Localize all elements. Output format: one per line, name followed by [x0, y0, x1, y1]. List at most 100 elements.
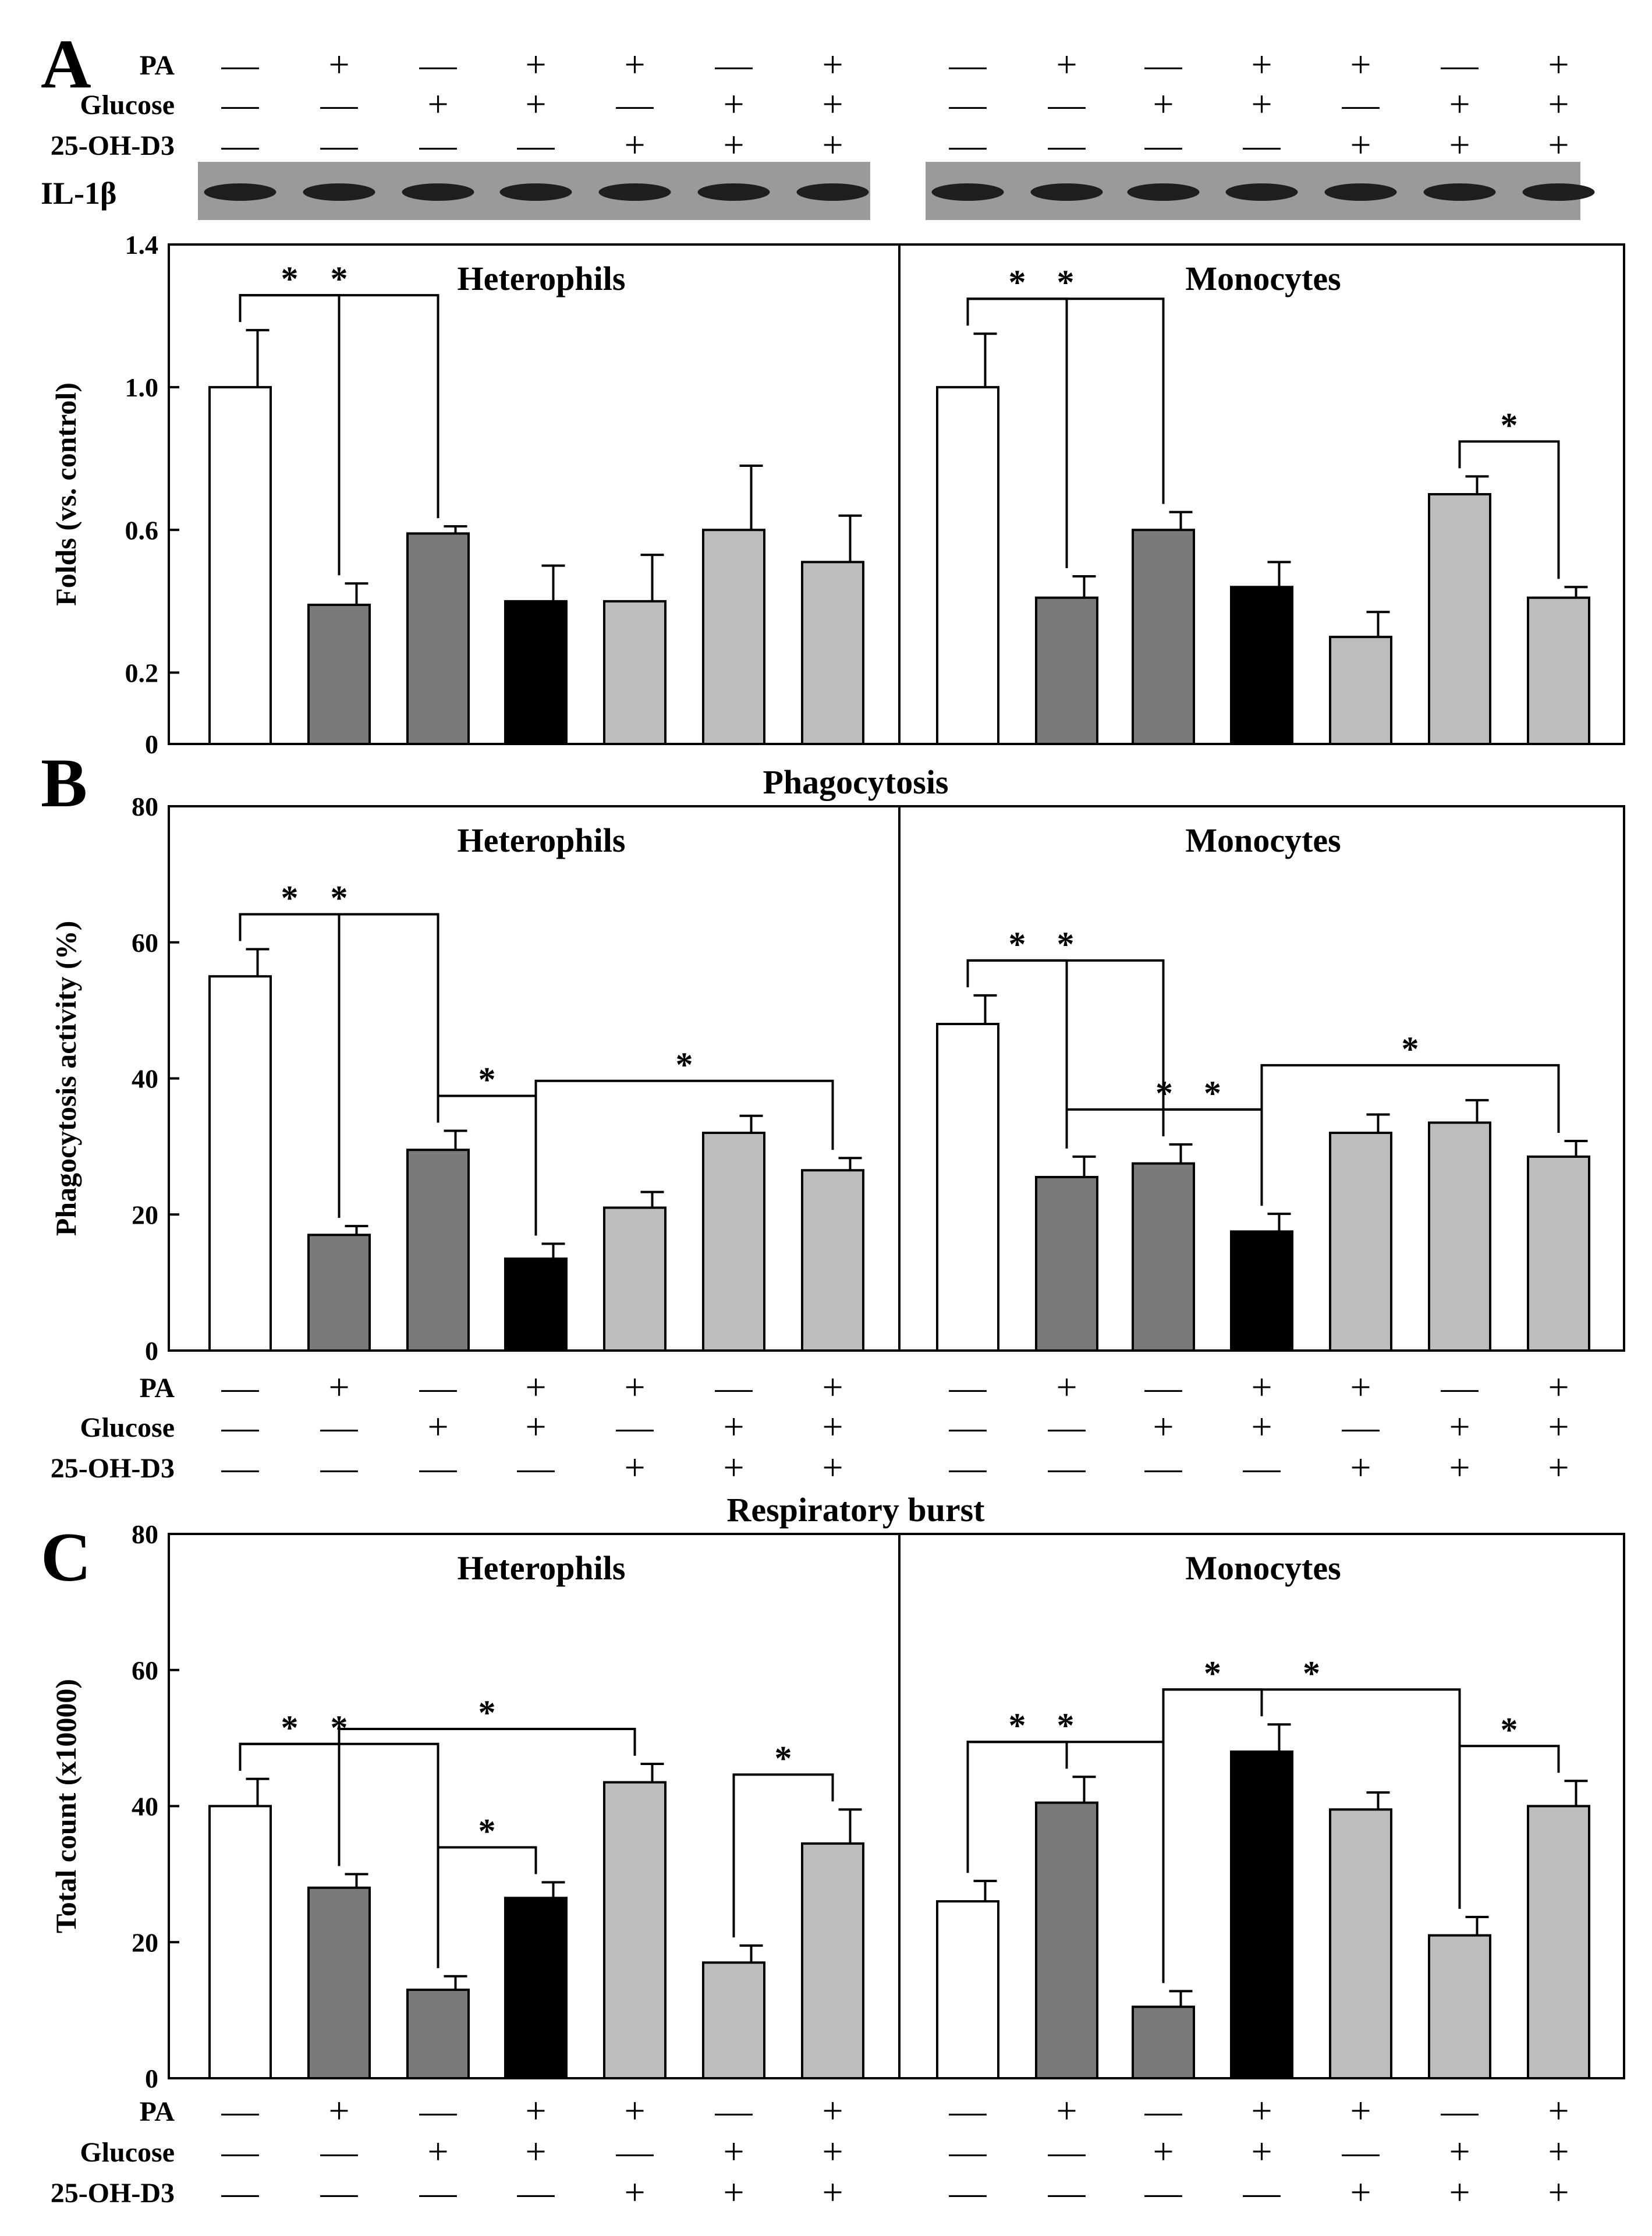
bar — [801, 1842, 864, 2079]
significance-bracket — [1458, 440, 1560, 579]
y-tick-label: 1.4 — [125, 230, 159, 260]
bar — [1527, 1155, 1590, 1352]
bar — [307, 603, 371, 745]
treatment-sign: + — [1548, 1366, 1569, 1408]
treatment-sign: + — [525, 83, 546, 125]
bar — [504, 600, 568, 746]
treatment-sign: + — [723, 2131, 744, 2172]
y-tick-label: 20 — [132, 1200, 158, 1229]
treatment-sign: + — [822, 124, 843, 165]
treatment-sign: — — [221, 2171, 260, 2213]
bar — [1329, 1132, 1392, 1352]
significance-star: * — [281, 260, 299, 298]
bar — [1329, 1808, 1392, 2079]
treatment-sign: — — [1048, 1447, 1086, 1488]
treatment-sign: — — [419, 2090, 458, 2131]
treatment-sign: + — [723, 2171, 744, 2213]
treatment-sign: — — [1243, 124, 1281, 165]
y-tick-label: 60 — [132, 1656, 158, 1685]
treatment-sign: — — [616, 1406, 654, 1447]
significance-star: * — [331, 260, 348, 298]
y-axis-title: Phagocytosis activity (%) — [49, 921, 82, 1236]
panel-letter-c: C — [41, 1518, 91, 1596]
bar — [603, 1781, 667, 2079]
blot-band — [204, 183, 276, 201]
treatment-sign: — — [517, 124, 555, 165]
treatment-label-2-panel-2: 25-OH-D3 — [51, 2178, 175, 2209]
treatment-label-1-panel-0: Glucose — [80, 90, 175, 121]
treatment-label-0-panel-2: PA — [140, 2096, 175, 2127]
treatment-sign: — — [715, 2090, 753, 2131]
treatment-sign: + — [1449, 2131, 1470, 2172]
treatment-sign: — — [949, 2171, 987, 2213]
treatment-sign: + — [624, 44, 645, 85]
treatment-sign: + — [525, 2131, 546, 2172]
bar — [936, 1900, 999, 2079]
treatment-sign: — — [949, 124, 987, 165]
treatment-sign: + — [1548, 1406, 1569, 1447]
bar — [936, 1023, 999, 1352]
significance-star: * — [1057, 925, 1075, 963]
bar — [1035, 1801, 1098, 2079]
treatment-sign: — — [221, 83, 260, 125]
treatment-sign: + — [1056, 1366, 1077, 1408]
treatment-sign: + — [624, 2171, 645, 2213]
treatment-sign: — — [949, 44, 987, 85]
bar — [1230, 1750, 1293, 2079]
treatment-sign: — — [1342, 1406, 1380, 1447]
treatment-sign: — — [419, 44, 458, 85]
panel-letter-a: A — [41, 25, 91, 102]
treatment-sign: — — [1342, 83, 1380, 125]
treatment-sign: — — [221, 1366, 260, 1408]
treatment-sign: + — [1350, 44, 1371, 85]
treatment-sign: + — [1548, 2131, 1569, 2172]
bar — [1230, 1230, 1293, 1352]
treatment-sign: + — [1548, 2090, 1569, 2131]
significance-star: * — [331, 878, 348, 917]
treatment-sign: — — [949, 83, 987, 125]
significance-star: * — [1009, 1706, 1026, 1745]
treatment-sign: + — [1548, 44, 1569, 85]
y-tick-label: 40 — [132, 1792, 158, 1822]
treatment-sign: — — [616, 83, 654, 125]
bar — [1132, 1162, 1195, 1352]
treatment-sign: + — [723, 1406, 744, 1447]
treatment-sign: — — [320, 124, 359, 165]
treatment-sign: — — [1048, 2171, 1086, 2213]
treatment-sign: + — [1449, 1406, 1470, 1447]
treatment-sign: + — [1548, 1447, 1569, 1488]
blot-band — [1127, 183, 1200, 201]
treatment-sign: + — [427, 83, 448, 125]
treatment-sign: — — [1243, 1447, 1281, 1488]
treatment-sign: — — [517, 1447, 555, 1488]
bar — [1035, 1175, 1098, 1352]
bar — [801, 1169, 864, 1352]
blot-band — [1225, 183, 1298, 201]
treatment-sign: — — [1144, 1447, 1183, 1488]
blot-band — [303, 183, 375, 201]
y-tick-label: 0 — [145, 2064, 158, 2093]
treatment-sign: — — [1048, 124, 1086, 165]
treatment-sign: + — [1251, 2131, 1272, 2172]
treatment-sign: — — [1048, 83, 1086, 125]
significance-bracket — [966, 297, 1165, 504]
treatment-sign: — — [221, 1447, 260, 1488]
treatment-label-1-panel-2: Glucose — [80, 2137, 175, 2168]
significance-star: * — [281, 878, 299, 917]
treatment-label-2-panel-1: 25-OH-D3 — [51, 1453, 175, 1484]
treatment-sign: + — [525, 2090, 546, 2131]
treatment-sign: + — [1449, 83, 1470, 125]
y-tick-label: 0.6 — [125, 515, 159, 545]
significance-star: * — [1155, 1074, 1173, 1112]
treatment-sign: + — [1251, 2090, 1272, 2131]
blot-label: IL-1β — [41, 176, 116, 211]
treatment-sign: — — [1144, 124, 1183, 165]
treatment-sign: + — [1449, 2171, 1470, 2213]
treatment-sign: — — [1441, 44, 1479, 85]
treatment-label-2-panel-0: 25-OH-D3 — [51, 130, 175, 161]
treatment-sign: — — [221, 124, 260, 165]
y-tick-label: 0 — [145, 729, 158, 759]
treatment-sign: + — [1251, 1366, 1272, 1408]
significance-star: * — [1057, 1706, 1075, 1745]
treatment-sign: + — [723, 83, 744, 125]
